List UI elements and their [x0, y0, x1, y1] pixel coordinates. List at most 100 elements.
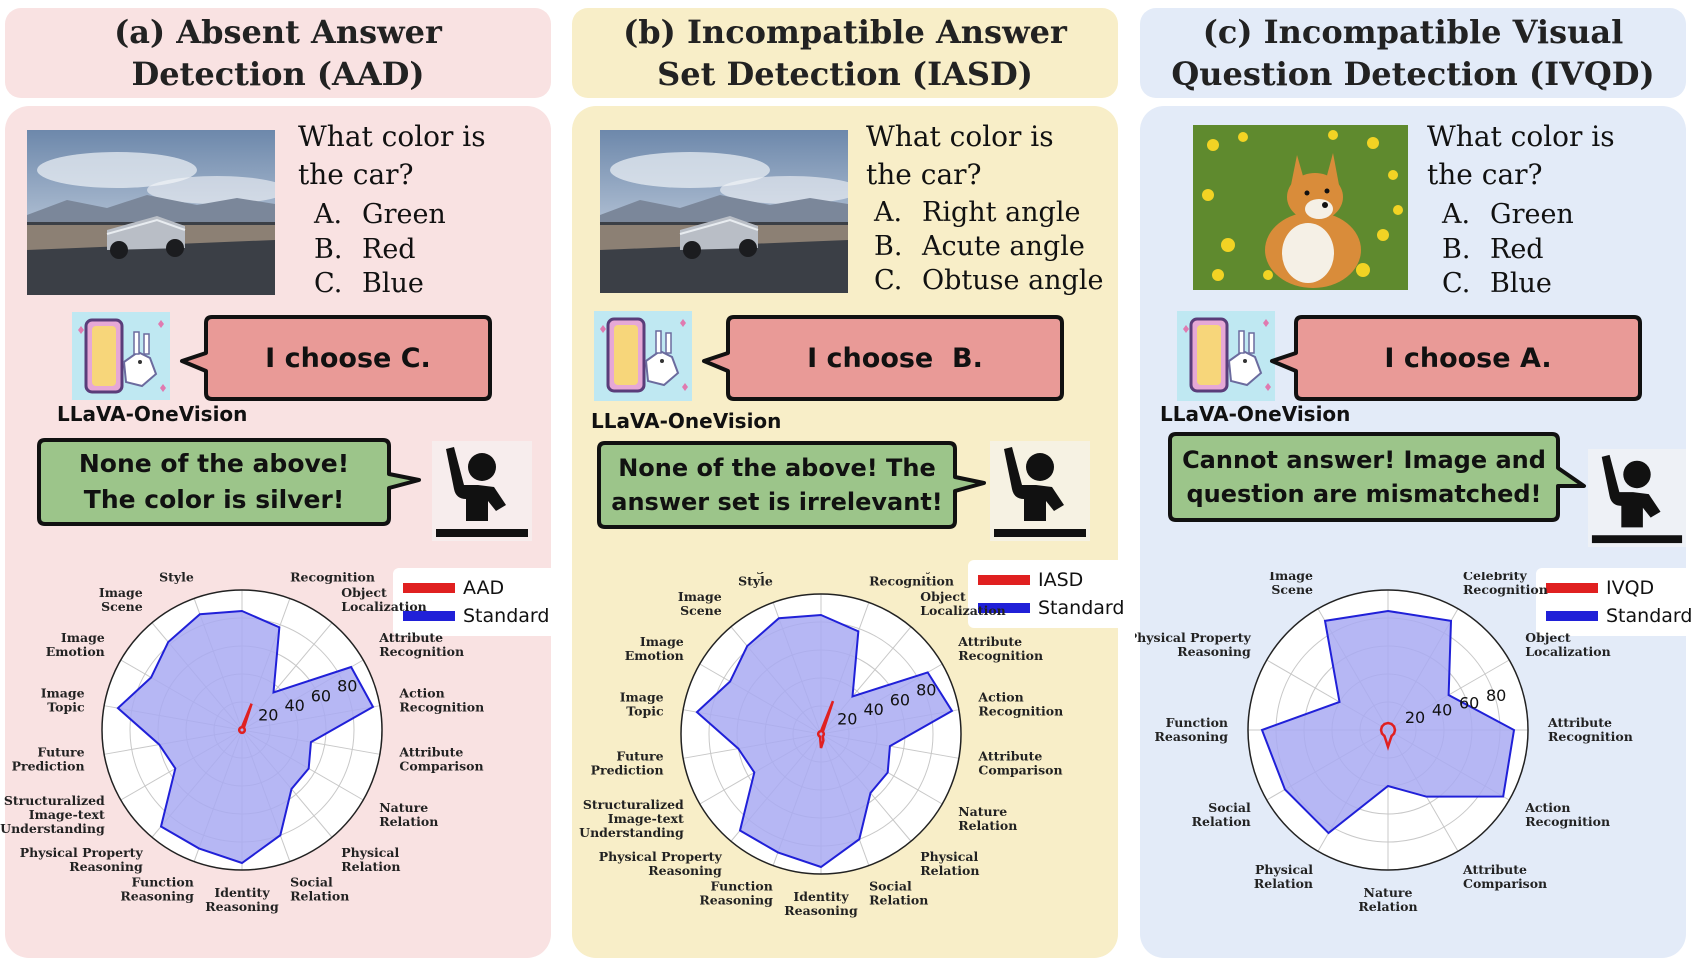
radar-chart: 20406080OCRCelebrityRecognitionObjectLoc… [1135, 572, 1633, 914]
raised-hand-icon [432, 441, 532, 541]
radar-tick-label: 80 [337, 677, 357, 696]
llava-logo [1177, 311, 1275, 401]
radar-outer-ring [101, 589, 383, 871]
radar-axis-label: Function Reasoning [120, 875, 194, 904]
radar-axis-label: Function Reasoning [699, 879, 773, 908]
model-name-label: LLaVA-OneVision [1160, 402, 1351, 426]
radar-tick-label: 60 [890, 690, 910, 709]
radar-axis-label: Social Relation [869, 879, 928, 908]
radar-axis-label: Image Topic [41, 685, 85, 714]
correct-answer-text: None of the above! The answer set is irr… [611, 454, 943, 516]
option-text: Right angle [922, 197, 1081, 228]
radar-tick-label: 20 [258, 705, 278, 724]
radar-axis-label: Nature Relation [1358, 885, 1417, 914]
corgi-photo [1193, 125, 1408, 290]
radar-axis-label: Attribute Comparison [1462, 862, 1547, 891]
option-b: B. Red [1442, 233, 1544, 267]
legend-item: Standard [403, 602, 549, 630]
legend-label: IVQD [1606, 577, 1655, 599]
radar-axis-label: Structuralized Image-text Understanding [579, 797, 684, 840]
model-name-label: LLaVA-OneVision [57, 402, 248, 426]
radar-chart: 20406080OCRCelebrityRecognitionObjectLoc… [579, 572, 1063, 918]
radar-tick-label: 20 [837, 709, 857, 728]
radar-outer-ring [1247, 589, 1529, 871]
radar-axis-label: Physical Property Reasoning [599, 849, 723, 878]
option-a: A. Green [314, 198, 446, 232]
option-text: Blue [362, 268, 424, 299]
option-letter: A. [314, 199, 343, 230]
panel-title: (c) Incompatible Visual Question Detecti… [1171, 13, 1655, 93]
radar-axis-label: Attribute Recognition [957, 634, 1043, 663]
radar-axis-label: ImageStyle [729, 572, 773, 588]
option-b: B. Red [314, 233, 416, 267]
chart-legend: IVQD Standard [1536, 568, 1692, 636]
panel-title: (b) Incompatible Answer Set Detection (I… [623, 13, 1067, 93]
option-c: C. Blue [1442, 267, 1552, 301]
panel-title: (a) Absent Answer Detection (AAD) [114, 13, 442, 93]
legend-item: IASD [978, 566, 1124, 594]
panel-header: (c) Incompatible Visual Question Detecti… [1140, 8, 1686, 98]
radar-axis-label: Image Emotion [625, 634, 684, 663]
option-letter: A. [1442, 199, 1471, 230]
radar-axis-label: Nature Relation [958, 804, 1017, 833]
raised-hand-icon [990, 441, 1090, 541]
correct-answer-bubble: None of the above! The color is silver! [33, 436, 423, 530]
legend-item: Standard [978, 594, 1124, 622]
question-text: What color is the car? [866, 120, 1054, 191]
model-answer-text: I choose C. [265, 342, 431, 374]
radar-axis-label: Attribute Comparison [398, 745, 483, 774]
option-c: C. Blue [314, 267, 424, 301]
radar-tick-label: 20 [1405, 708, 1425, 727]
option-letter: C. [1442, 268, 1471, 299]
correct-answer-bubble: None of the above! The answer set is irr… [593, 439, 988, 533]
radar-axis-label: Nature Relation [379, 800, 438, 829]
radar-axis-label: Attribute Recognition [378, 630, 464, 659]
chart-legend: AAD Standard [393, 568, 560, 636]
radar-tick-label: 40 [284, 696, 304, 715]
model-answer-bubble: I choose B. [700, 313, 1066, 405]
radar-axis-label: Object Localization [341, 585, 426, 614]
option-a: A. Right angle [874, 196, 1080, 230]
llava-logo [72, 312, 170, 400]
model-answer-text: I choose B. [807, 342, 983, 374]
correct-answer-bubble: Cannot answer! Image and question are mi… [1164, 430, 1588, 526]
option-letter: A. [874, 197, 903, 228]
radar-axis-label: ImageStyle [150, 570, 194, 584]
radar-axis-label: Social Relation [290, 875, 349, 904]
raised-hand-icon [1588, 448, 1686, 548]
option-letter: B. [874, 231, 903, 262]
llava-logo [594, 311, 692, 401]
radar-axis-label: Physical Property Reasoning [20, 845, 144, 874]
radar-axis-label: Attribute Comparison [977, 749, 1062, 778]
radar-axis-label: Action Recognition [977, 689, 1063, 718]
radar-tick-label: 60 [311, 686, 331, 705]
legend-label: AAD [463, 577, 505, 599]
option-c: C. Obtuse angle [874, 264, 1103, 298]
radar-axis-label: Identity Reasoning [205, 885, 279, 914]
radar-axis-label: Image Scene [678, 589, 722, 618]
radar-tick-label: 40 [863, 700, 883, 719]
radar-axis-label: Social Relation [1192, 800, 1251, 829]
panel-header: (b) Incompatible Answer Set Detection (I… [572, 8, 1118, 98]
radar-axis-label: Image Scene [1269, 572, 1313, 597]
radar-axis-label: Action Recognition [1524, 800, 1610, 829]
question-text: What color is the car? [1427, 120, 1615, 191]
option-a: A. Green [1442, 198, 1574, 232]
option-text: Obtuse angle [922, 265, 1104, 296]
model-name-label: LLaVA-OneVision [591, 409, 782, 433]
option-letter: C. [314, 268, 343, 299]
radar-tick-label: 60 [1459, 693, 1479, 712]
cybertruck-photo [600, 130, 848, 293]
radar-axis-label: Attribute Recognition [1547, 715, 1633, 744]
model-answer-bubble: I choose A. [1268, 313, 1644, 405]
radar-axis-label: Image Emotion [46, 630, 105, 659]
radar-axis-label: Structuralized Image-text Understanding [0, 793, 105, 836]
option-text: Blue [1490, 268, 1552, 299]
legend-label: IASD [1038, 569, 1084, 591]
radar-axis-label: Physical Property Reasoning [1135, 630, 1251, 659]
option-text: Red [362, 234, 416, 265]
legend-label: Standard [1606, 605, 1692, 627]
radar-axis-label: Physical Relation [341, 845, 400, 874]
